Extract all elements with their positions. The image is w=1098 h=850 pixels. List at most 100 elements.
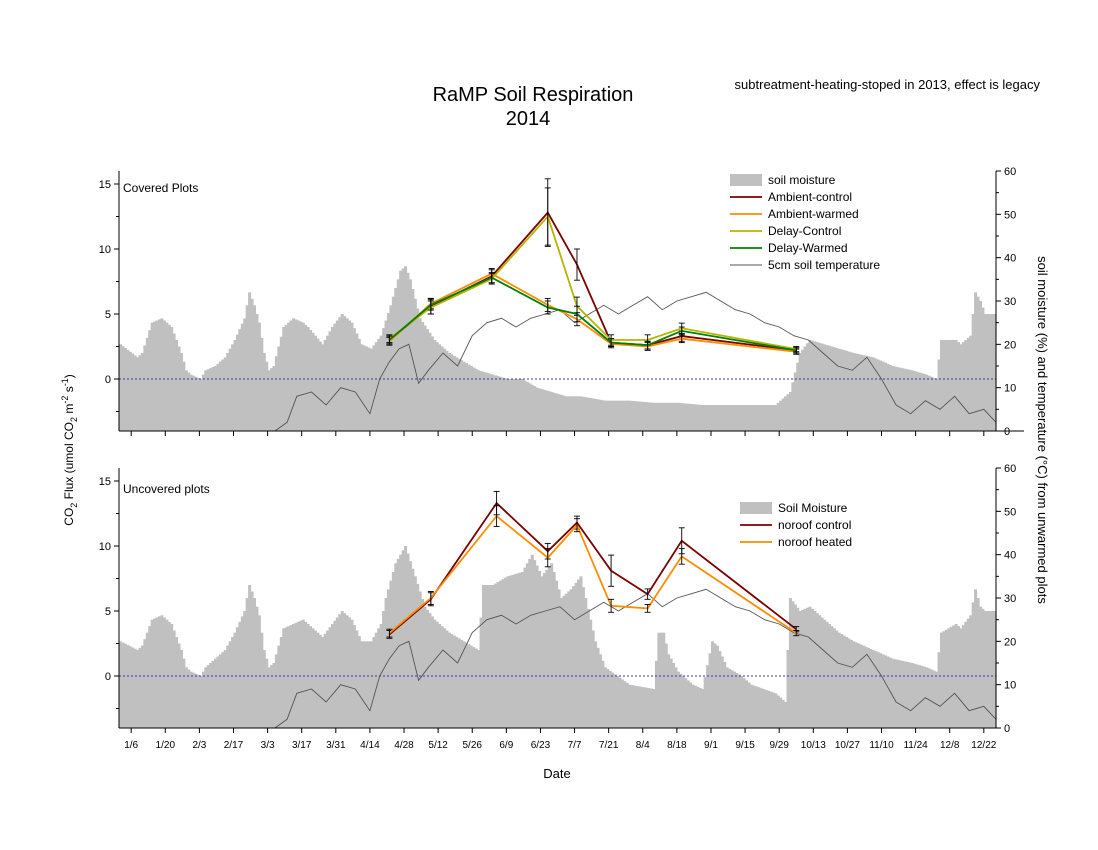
moisture-bar [784, 702, 788, 728]
moisture-bar [550, 563, 554, 728]
moisture-bar [199, 676, 203, 728]
moisture-bar [374, 342, 378, 431]
moisture-bar [340, 314, 344, 431]
moisture-bar [506, 379, 510, 431]
moisture-bar [732, 671, 736, 728]
moisture-bar [326, 630, 330, 728]
y-label-part: -2 [60, 396, 70, 404]
moisture-bar [922, 373, 926, 431]
x-tick-label: 7/7 [568, 740, 582, 751]
moisture-bar [757, 405, 761, 431]
moisture-bar [915, 664, 919, 728]
moisture-bar [372, 345, 376, 431]
moisture-bar [450, 634, 454, 728]
moisture-bar [645, 402, 649, 431]
moisture-bar [876, 359, 880, 431]
moisture-bar [932, 377, 936, 431]
moisture-bar [676, 402, 680, 431]
moisture-bar [574, 396, 578, 431]
moisture-bar [477, 650, 481, 728]
moisture-bar [153, 321, 157, 431]
moisture-bar [796, 607, 800, 728]
y-tick-label-right: 10 [1004, 680, 1016, 692]
moisture-bar [484, 372, 488, 431]
moisture-bar [265, 361, 269, 431]
moisture-bar [784, 396, 788, 431]
moisture-bar [823, 619, 827, 728]
moisture-bar [818, 615, 822, 728]
moisture-bar [896, 659, 900, 728]
soil-moisture-bars [119, 546, 997, 729]
moisture-bar [177, 643, 181, 728]
moisture-bar [576, 579, 581, 728]
y-tick-label-right: 50 [1004, 209, 1016, 221]
moisture-bar [379, 624, 383, 728]
legend-entry: Soil Moisture [778, 501, 848, 515]
moisture-bar [630, 400, 634, 431]
moisture-bar [350, 619, 354, 728]
moisture-bar [883, 362, 887, 431]
moisture-bar [954, 340, 958, 431]
moisture-bar [735, 405, 739, 431]
moisture-bar [913, 371, 917, 431]
moisture-bar [713, 643, 717, 728]
moisture-bar [905, 661, 909, 728]
moisture-bar [796, 362, 800, 431]
moisture-bar [737, 405, 741, 431]
moisture-bar [842, 350, 846, 431]
moisture-bar [925, 374, 929, 431]
moisture-bar [903, 661, 907, 729]
moisture-bar [443, 628, 447, 728]
moisture-bar [418, 318, 422, 431]
moisture-bar [226, 645, 230, 728]
y-tick-label-right: 0 [1004, 426, 1010, 438]
moisture-bar [564, 593, 568, 728]
moisture-bar [659, 632, 663, 728]
x-tick-label: 11/24 [903, 740, 928, 751]
moisture-bar [126, 645, 130, 728]
moisture-bar [501, 377, 505, 431]
moisture-bar [608, 400, 612, 431]
moisture-bar [231, 344, 235, 431]
moisture-bar [886, 363, 890, 431]
moisture-bar [226, 353, 230, 431]
moisture-bar [233, 632, 237, 728]
moisture-bar [930, 376, 934, 431]
moisture-bar [404, 546, 408, 728]
y-tick-label-right: 60 [1004, 166, 1016, 178]
moisture-bar [630, 685, 634, 728]
moisture-bar [238, 329, 242, 431]
x-tick-label: 5/12 [428, 740, 448, 751]
moisture-bar [518, 572, 522, 728]
moisture-bar [781, 398, 785, 431]
moisture-bar [150, 619, 154, 728]
moisture-bar [545, 390, 549, 431]
moisture-bar [815, 613, 819, 728]
moisture-bar [862, 645, 866, 728]
moisture-bar [119, 344, 123, 431]
moisture-bar [654, 660, 658, 728]
moisture-bar [545, 569, 549, 728]
moisture-bar [781, 699, 785, 728]
moisture-bar [501, 579, 505, 728]
y-tick-label-left: 10 [99, 541, 111, 553]
moisture-bar [818, 342, 822, 431]
moisture-bar [786, 650, 790, 728]
moisture-bar [825, 621, 829, 728]
moisture-bar [769, 405, 773, 431]
moisture-bar [771, 405, 775, 431]
moisture-bar [562, 395, 566, 431]
moisture-bar [964, 621, 968, 728]
moisture-bar [598, 399, 602, 431]
moisture-bar [835, 630, 839, 728]
legend-entry: noroof control [778, 518, 851, 532]
moisture-bar [455, 637, 459, 728]
moisture-bar [801, 609, 805, 728]
moisture-bar [596, 647, 600, 728]
moisture-bar [637, 686, 641, 728]
moisture-bar [584, 397, 588, 431]
legend-entry: Delay-Control [768, 224, 841, 238]
series-line [388, 514, 797, 634]
moisture-bar [231, 637, 235, 728]
moisture-bar [245, 598, 249, 728]
